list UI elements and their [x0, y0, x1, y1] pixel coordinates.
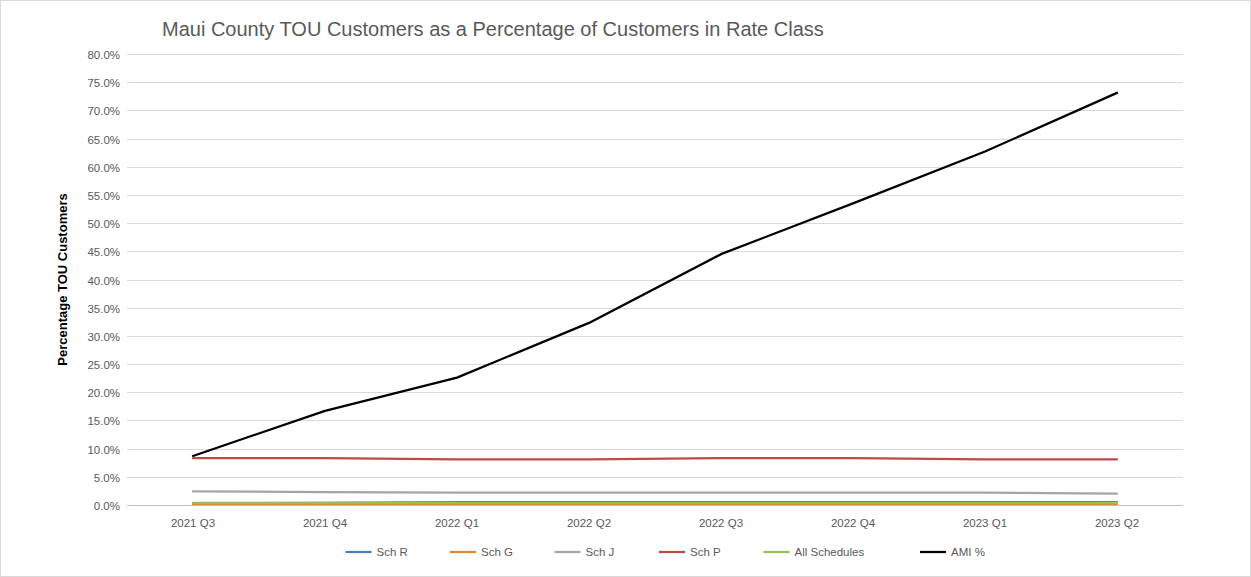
y-tick-label: 40.0% — [87, 275, 120, 287]
y-tick-label: 55.0% — [87, 190, 120, 202]
legend-label: AMI % — [951, 546, 985, 558]
x-tick-label: 2022 Q1 — [435, 517, 479, 529]
grid-line — [127, 336, 1183, 337]
legend-swatch — [920, 551, 946, 553]
y-tick-label: 70.0% — [87, 105, 120, 117]
grid-line — [127, 308, 1183, 309]
grid-line — [127, 364, 1183, 365]
grid-line — [127, 392, 1183, 393]
grid-line — [127, 477, 1183, 478]
series-line — [193, 502, 1117, 504]
x-tick-label: 2023 Q1 — [963, 517, 1007, 529]
y-tick-label: 5.0% — [94, 472, 120, 484]
y-tick-label: 80.0% — [87, 49, 120, 61]
legend-swatch — [346, 551, 372, 553]
x-tick-label: 2022 Q3 — [699, 517, 743, 529]
x-tick-label: 2021 Q4 — [303, 517, 348, 529]
plot-area — [193, 93, 1117, 505]
y-tick-label: 10.0% — [87, 444, 120, 456]
x-tick-label: 2023 Q2 — [1095, 517, 1139, 529]
y-tick-label: 45.0% — [87, 246, 120, 258]
series-line — [193, 502, 1117, 503]
y-tick-label: 25.0% — [87, 359, 120, 371]
grid-line — [127, 449, 1183, 450]
grid-line — [127, 110, 1183, 111]
legend-label: Sch R — [377, 546, 408, 558]
legend-label: Sch J — [586, 546, 615, 558]
grid-line — [127, 505, 1183, 506]
grid-line — [127, 420, 1183, 421]
chart-border — [1, 1, 1251, 577]
x-tick-label: 2022 Q4 — [831, 517, 876, 529]
grid-line — [127, 223, 1183, 224]
grid-line — [127, 280, 1183, 281]
y-tick-label: 15.0% — [87, 415, 120, 427]
y-axis-label: Percentage TOU Customers — [55, 193, 70, 365]
grid-line — [127, 82, 1183, 83]
grid-line — [127, 139, 1183, 140]
legend-swatch — [555, 551, 581, 553]
grid-line — [127, 195, 1183, 196]
legend-swatch — [450, 551, 476, 553]
grid-line — [127, 167, 1183, 168]
y-tick-label: 60.0% — [87, 162, 120, 174]
series-line — [193, 458, 1117, 459]
x-axis-line — [127, 505, 1183, 506]
x-tick-label: 2021 Q3 — [171, 517, 215, 529]
series-line — [193, 93, 1117, 456]
legend-label: Sch P — [690, 546, 721, 558]
y-tick-label: 35.0% — [87, 303, 120, 315]
y-tick-label: 30.0% — [87, 331, 120, 343]
y-tick-label: 75.0% — [87, 77, 120, 89]
series-line — [193, 503, 1117, 505]
y-tick-label: 20.0% — [87, 387, 120, 399]
legend-swatch — [659, 551, 685, 553]
legend-label: Sch G — [481, 546, 513, 558]
y-tick-label: 65.0% — [87, 134, 120, 146]
legend-label: All Schedules — [795, 546, 865, 558]
y-tick-label: 0.0% — [94, 500, 120, 512]
y-tick-label: 50.0% — [87, 218, 120, 230]
grid-line — [127, 54, 1183, 55]
x-tick-label: 2022 Q2 — [567, 517, 611, 529]
series-line — [193, 491, 1117, 493]
title: Maui County TOU Customers as a Percentag… — [162, 18, 824, 40]
legend-swatch — [764, 551, 790, 553]
chart: Maui County TOU Customers as a Percentag… — [0, 0, 1251, 577]
legend: Sch R Sch G Sch J Sch P All Schedules AMI % — [346, 546, 985, 558]
grid-line — [127, 251, 1183, 252]
